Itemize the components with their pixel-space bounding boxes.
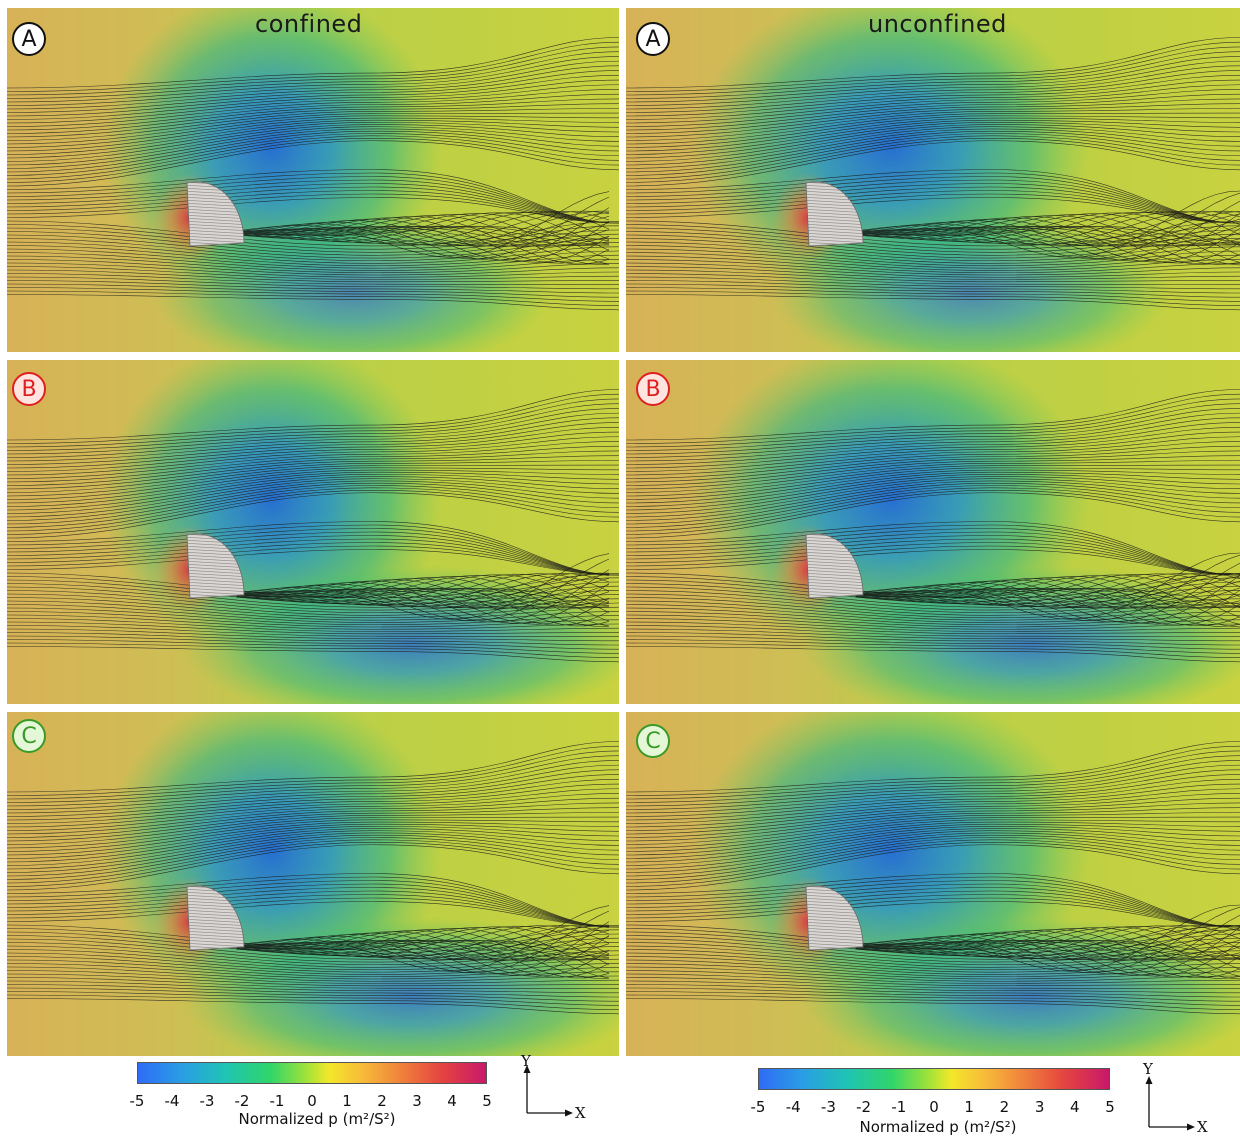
badge-b-confined: B [12, 372, 46, 406]
colorbar-right: -5 -4 -3 -2 -1 0 1 2 3 4 5 Normalized p (m²/S²) [751, 1068, 1115, 1138]
panel-confined-c [7, 712, 619, 1056]
axis-label-x: X [1197, 1118, 1208, 1136]
badge-a-confined: A [12, 22, 46, 56]
colorbar-tick: 3 [412, 1092, 422, 1110]
panel-confined-b [7, 360, 619, 704]
colorbar-tick: -4 [785, 1098, 801, 1116]
panel-unconfined-c [626, 712, 1240, 1056]
colorbar-left: -5 -4 -3 -2 -1 0 1 2 3 4 5 Normalized p (m²/S²) [130, 1062, 492, 1138]
badge-c-confined: C [12, 719, 46, 753]
badge-a-unconfined: A [636, 22, 670, 56]
colorbar-label: Normalized p (m²/S²) [238, 1110, 396, 1128]
badge-b-unconfined: B [636, 372, 670, 406]
column-title-unconfined: unconfined [868, 10, 1007, 38]
colorbar-tick: 1 [964, 1098, 974, 1116]
axes-indicator-right: Y X [1140, 1060, 1220, 1138]
colorbar-tick: -1 [891, 1098, 907, 1116]
colorbar-tick: 2 [999, 1098, 1010, 1116]
axis-label-y: Y [1143, 1060, 1153, 1078]
colorbar-tick: 5 [482, 1092, 492, 1110]
axis-label-y: Y [521, 1052, 531, 1070]
panel-unconfined-a [626, 8, 1240, 352]
colorbar-label: Normalized p (m²/S²) [859, 1118, 1017, 1136]
colorbar-gradient [758, 1068, 1110, 1090]
colorbar-tick: 1 [342, 1092, 352, 1110]
colorbar-tick: 0 [929, 1098, 939, 1116]
colorbar-gradient [137, 1062, 487, 1084]
colorbar-tick: -2 [234, 1092, 250, 1110]
colorbar-tick: -2 [856, 1098, 872, 1116]
colorbar-tick: -3 [199, 1092, 215, 1110]
colorbar-tick: 3 [1034, 1098, 1045, 1116]
axis-label-x: X [575, 1104, 586, 1122]
colorbar-tick: 5 [1105, 1098, 1115, 1116]
panel-confined-a [7, 8, 619, 352]
colorbar-tick: 4 [1070, 1098, 1080, 1116]
panel-unconfined-b [626, 360, 1240, 704]
column-title-confined: confined [255, 10, 363, 38]
colorbar-tick: -5 [750, 1098, 766, 1116]
colorbar-tick: -3 [820, 1098, 836, 1116]
colorbar-tick: -1 [269, 1092, 285, 1110]
colorbar-tick: -5 [129, 1092, 145, 1110]
colorbar-tick: 2 [377, 1092, 387, 1110]
badge-c-unconfined: C [636, 724, 670, 758]
axes-indicator-left: Y X [518, 1052, 598, 1136]
colorbar-tick: 0 [307, 1092, 317, 1110]
colorbar-tick: -4 [164, 1092, 180, 1110]
colorbar-tick: 4 [447, 1092, 457, 1110]
